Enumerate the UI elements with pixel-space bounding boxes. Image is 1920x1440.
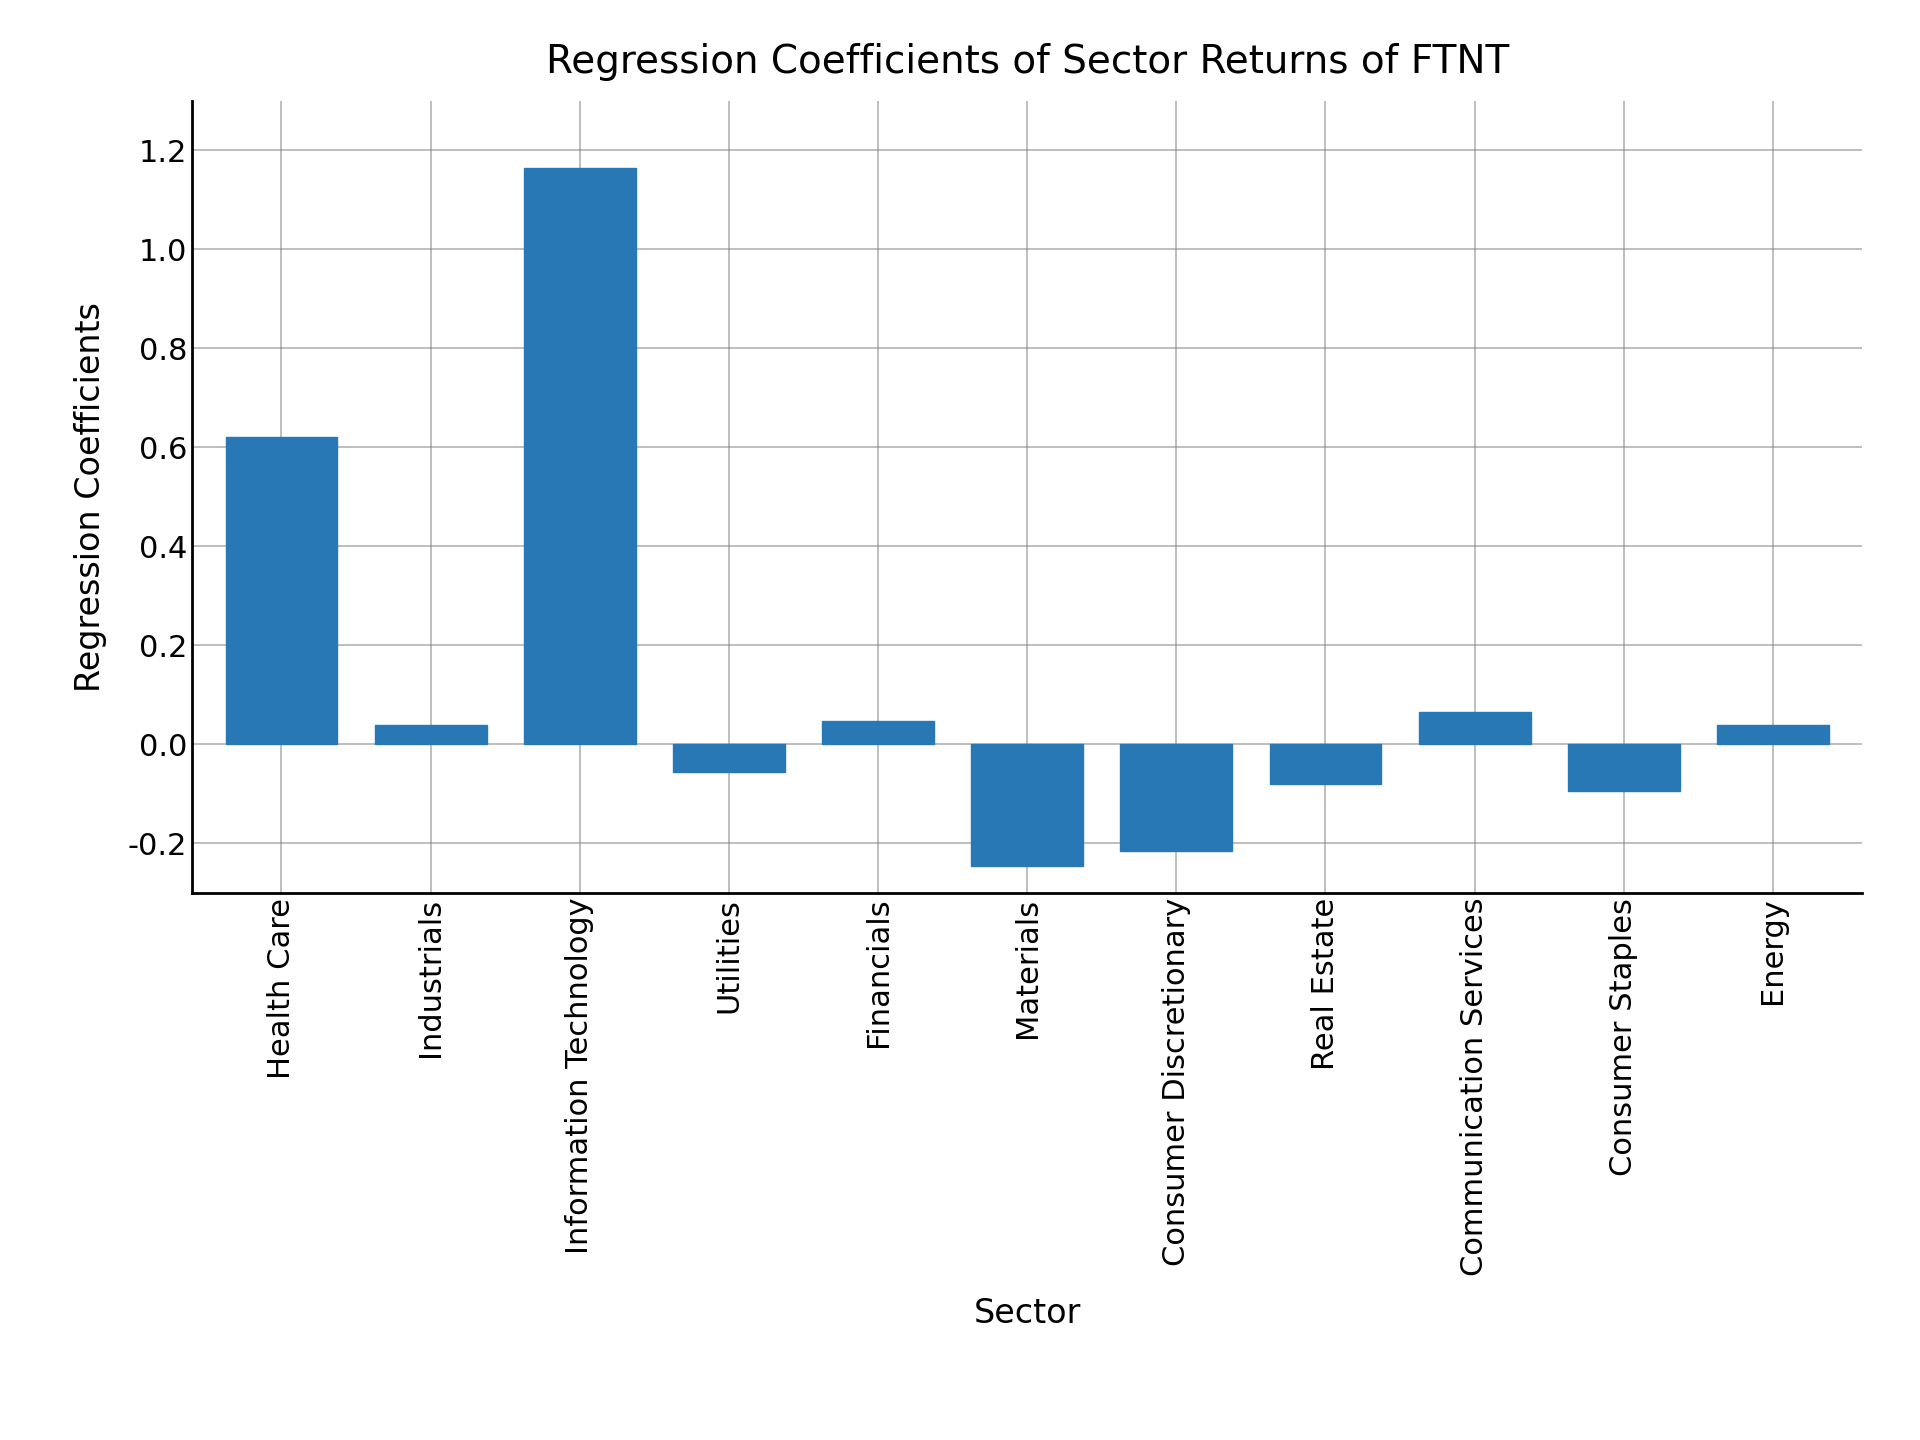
Bar	[225, 438, 338, 744]
Bar	[1419, 713, 1530, 744]
Bar	[1716, 726, 1830, 744]
Bar	[1269, 744, 1380, 783]
Bar	[972, 744, 1083, 865]
Bar	[822, 720, 933, 744]
X-axis label: Sector: Sector	[973, 1297, 1081, 1331]
Bar	[1569, 744, 1680, 792]
Bar	[524, 167, 636, 744]
Bar	[374, 726, 486, 744]
Y-axis label: Regression Coefficients: Regression Coefficients	[75, 302, 108, 691]
Bar	[674, 744, 785, 772]
Title: Regression Coefficients of Sector Returns of FTNT: Regression Coefficients of Sector Return…	[545, 43, 1509, 81]
Bar	[1121, 744, 1233, 851]
